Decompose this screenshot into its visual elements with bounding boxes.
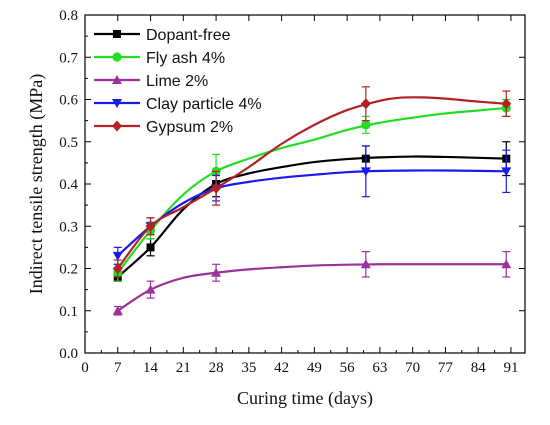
x-tick-label: 91 bbox=[503, 360, 518, 376]
legend-label: Clay particle 4% bbox=[146, 96, 262, 113]
y-tick-label: 0.4 bbox=[59, 177, 78, 193]
legend: Dopant-free Fly ash 4% Lime 2% Clay particl… bbox=[94, 27, 262, 136]
legend-marker bbox=[112, 52, 122, 62]
x-tick-label: 70 bbox=[405, 360, 420, 376]
x-tick-label: 49 bbox=[307, 360, 322, 376]
series-line bbox=[117, 263, 507, 312]
series-line bbox=[116, 96, 507, 270]
legend-marker bbox=[113, 30, 121, 38]
series-line bbox=[117, 169, 507, 257]
data-point bbox=[112, 305, 123, 315]
y-tick-label: 0.0 bbox=[59, 346, 78, 362]
y-axis-ticks: 0.0 0.1 0.2 0.3 0.4 0.5 0.6 0.7 0.8 bbox=[59, 8, 525, 362]
data-point bbox=[145, 284, 156, 294]
legend-label: Dopant-free bbox=[146, 27, 231, 44]
data-point bbox=[360, 259, 371, 269]
data-point bbox=[211, 267, 222, 277]
data-point bbox=[112, 263, 123, 274]
legend-label: Fly ash 4% bbox=[146, 50, 225, 67]
data-point bbox=[361, 120, 371, 130]
legend-marker bbox=[112, 75, 122, 84]
data-point bbox=[145, 220, 156, 232]
y-tick-label: 0.3 bbox=[59, 219, 78, 235]
x-axis-ticks: 0 7 14 21 28 35 42 49 56 63 70 77 84 91 bbox=[81, 15, 518, 376]
series-line bbox=[116, 106, 507, 274]
x-tick-label: 14 bbox=[143, 360, 159, 376]
data-point bbox=[501, 167, 512, 177]
legend-marker bbox=[112, 120, 122, 132]
legend-label: Lime 2% bbox=[146, 73, 208, 90]
x-tick-label: 28 bbox=[209, 360, 224, 376]
x-tick-label: 35 bbox=[241, 360, 256, 376]
y-tick-label: 0.2 bbox=[59, 262, 78, 278]
data-point bbox=[501, 259, 512, 269]
x-tick-label: 0 bbox=[81, 360, 89, 376]
y-tick-label: 0.1 bbox=[59, 304, 78, 320]
series-lime-2- bbox=[112, 251, 512, 316]
x-tick-label: 77 bbox=[438, 360, 454, 376]
series-layer bbox=[112, 86, 512, 316]
series-line bbox=[117, 155, 507, 278]
x-tick-label: 63 bbox=[372, 360, 387, 376]
data-point bbox=[112, 251, 123, 261]
data-point bbox=[360, 167, 371, 177]
x-tick-label: 42 bbox=[274, 360, 289, 376]
y-tick-label: 0.6 bbox=[59, 93, 78, 109]
x-tick-label: 21 bbox=[176, 360, 191, 376]
x-tick-label: 56 bbox=[340, 360, 356, 376]
data-point bbox=[360, 98, 371, 110]
series-gypsum-2- bbox=[112, 86, 512, 278]
y-tick-label: 0.7 bbox=[59, 50, 78, 66]
y-axis-title: Indirect tensile strength (MPa) bbox=[26, 74, 47, 294]
x-tick-label: 7 bbox=[114, 360, 122, 376]
legend-marker bbox=[112, 99, 122, 108]
data-point bbox=[501, 98, 512, 110]
data-point bbox=[146, 243, 155, 252]
x-tick-label: 84 bbox=[471, 360, 487, 376]
y-tick-label: 0.8 bbox=[59, 8, 78, 24]
x-axis-title: Curing time (days) bbox=[237, 388, 373, 409]
y-tick-label: 0.5 bbox=[59, 135, 78, 151]
legend-label: Gypsum 2% bbox=[146, 119, 233, 136]
data-point bbox=[211, 182, 222, 194]
